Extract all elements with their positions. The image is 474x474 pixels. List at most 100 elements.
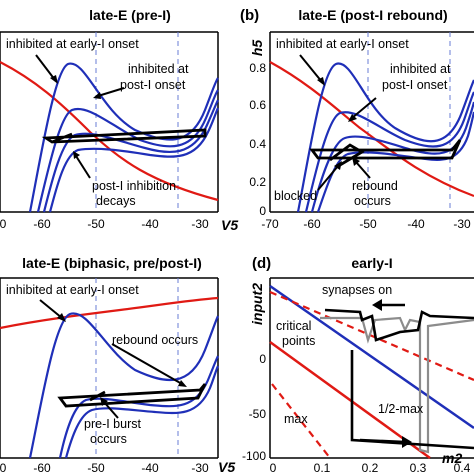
panel-a-annotation-4: post-I inhibition <box>92 179 176 193</box>
panel-b-ytick-3: 0.4 <box>249 137 266 151</box>
panel-b-ytick-1: 0.8 <box>249 61 266 75</box>
panel-b-annotation-1: inhibited at early-I onset <box>276 37 409 51</box>
panel-c-arrowhead-1 <box>57 313 66 322</box>
panel-b-annotation-3: post-I onset <box>382 78 448 92</box>
panel-d-xtick-3: 0.2 <box>362 461 379 474</box>
panel-c-xlabel: V5 <box>218 459 235 474</box>
panel-b-arrowhead-1 <box>317 77 325 86</box>
panel-d-annotation-1: synapses on <box>322 283 392 297</box>
panel-a-xtick-2: -60 <box>33 217 51 231</box>
panel-d-annotation-5: 1/2-max <box>378 402 424 416</box>
panel-b-label: (b) <box>240 7 259 24</box>
panel-d-black-trajectory <box>324 308 474 450</box>
panel-a-annotation-5: decays <box>96 194 136 208</box>
panel-a-arrow-1 <box>35 54 56 81</box>
panel-a-title: late-E (pre-I) <box>89 7 171 23</box>
panel-b-arrow-1 <box>299 54 323 83</box>
panel-a-blue-nullcline-4 <box>48 107 219 213</box>
panel-c-xtick-3: -50 <box>87 461 105 474</box>
panel-a-arrowhead-1 <box>50 75 58 84</box>
panel-d-xtick-4: 0.3 <box>410 461 427 474</box>
panel-d-annotation-3: points <box>282 334 315 348</box>
panel-d-ytick-1: 0 <box>259 352 266 366</box>
panel-b-red-nullcline <box>269 61 474 198</box>
panel-d-arrowhead-bottom <box>402 436 412 448</box>
panel-b-arrowhead-4 <box>352 157 360 166</box>
panel-b-xtick-3: -50 <box>359 217 377 231</box>
panel-d-arrow-bottom <box>359 438 406 444</box>
panel-b-blue-nullcline-1 <box>296 62 474 213</box>
panel-c-xtick-2: -60 <box>33 461 51 474</box>
panel-c-arrow-1 <box>39 299 63 319</box>
panel-b-xtick-5: -30 <box>453 217 471 231</box>
panel-d-arrowhead-synapses <box>372 299 382 311</box>
panel-a-xlabel: V5 <box>221 217 238 233</box>
panel-b-annotation-4: blocked <box>274 189 317 203</box>
panel-b-annotation-5: rebound <box>352 179 398 193</box>
panel-a-blue-nullcline-3 <box>42 99 219 213</box>
panel-c-blue-nullcline-2 <box>58 355 219 459</box>
panel-b-xtick-4: -40 <box>407 217 425 231</box>
panel-c-annotation-2: rebound occurs <box>112 333 198 347</box>
panel-a-arrowhead-2 <box>93 92 101 99</box>
panel-d-xtick-2: 0.1 <box>314 461 331 474</box>
panel-b-arrow-2 <box>351 97 377 119</box>
panel-c-arrow-3 <box>103 401 119 419</box>
panel-b-arrowhead-2 <box>348 114 357 122</box>
panel-c-arrow-2 <box>111 343 183 385</box>
panel-b-arrowhead-3 <box>334 161 342 170</box>
panel-b-xtick-1: -70 <box>261 217 279 231</box>
panel-c-red-nullcline <box>0 296 219 330</box>
panel-d-xtick-5: 0.4 <box>454 461 471 474</box>
panel-d-annotation-4: max <box>284 412 308 426</box>
panel-a-arrow-3 <box>75 155 91 179</box>
panel-c-arrowhead-3 <box>100 397 108 406</box>
panel-d-label: (d) <box>252 255 271 272</box>
panel-b-ytick-5: 0 <box>259 204 266 218</box>
panel-b-title: late-E (post-I rebound) <box>298 7 447 23</box>
panel-d-xtick-1: 0 <box>270 461 277 474</box>
panel-a-xtick-4: -40 <box>141 217 159 231</box>
panel-c-trajectory <box>57 383 207 408</box>
panel-d-blue-line <box>269 284 474 430</box>
panel-d: (d) early-I input2 0 -50 -100 synapses o… <box>242 255 474 474</box>
panel-c: late-E (biphasic, pre/post-I) inhibited … <box>0 255 235 474</box>
panel-d-gray-trace <box>320 316 474 454</box>
panel-c-annotation-1: inhibited at early-I onset <box>6 283 139 297</box>
panel-a-xtick-5: -30 <box>191 217 209 231</box>
panel-c-title: late-E (biphasic, pre/post-I) <box>22 255 202 271</box>
panel-b-ytick-2: 0.6 <box>249 98 266 112</box>
panel-b-trajectory <box>309 139 462 167</box>
panel-c-annotation-4: occurs <box>90 432 127 446</box>
panel-a-annotation-3: post-I onset <box>120 78 186 92</box>
panel-c-blue-nullcline-1 <box>28 312 219 459</box>
panel-b-ytick-4: 0.2 <box>249 175 266 189</box>
panel-d-xlabel: m2 <box>442 450 462 466</box>
panel-a-annotation-1: inhibited at early-I onset <box>6 37 139 51</box>
panel-b-blue-nullcline-2 <box>304 91 474 213</box>
panel-d-red-dashed-line-1 <box>269 290 474 382</box>
panel-b-arrow-4 <box>355 161 371 179</box>
panel-c-xtick-4: -40 <box>141 461 159 474</box>
panel-b-annotation-6: occurs <box>354 194 391 208</box>
panel-d-annotation-2: critical <box>276 319 311 333</box>
panel-a-arrowhead-3 <box>73 151 80 159</box>
panel-a: late-E (pre-I) inhibited at early-I onse… <box>0 7 238 233</box>
panel-a-annotation-2: inhibited at <box>128 62 189 76</box>
panel-d-title: early-I <box>351 255 392 271</box>
panel-a-red-nullcline <box>0 61 219 202</box>
panel-c-annotation-3: pre-I burst <box>84 417 141 431</box>
panel-c-xtick-1: 0 <box>0 461 7 474</box>
panel-b-ylabel: h5 <box>249 40 265 57</box>
panel-b-arrow-3 <box>317 165 339 191</box>
panel-a-arrow-2 <box>97 87 125 97</box>
panel-d-ytick-3: -100 <box>242 449 266 463</box>
panel-c-blue-nullcline-3 <box>64 365 219 459</box>
panel-a-blue-nullcline-1 <box>28 62 219 213</box>
panel-a-trajectory <box>41 128 207 144</box>
panel-d-red-dashed-line-2 <box>271 383 331 459</box>
panel-d-ylabel: input2 <box>249 283 265 325</box>
panel-c-arrowhead-2 <box>178 380 187 387</box>
panel-b-annotation-2: inhibited at <box>390 62 451 76</box>
